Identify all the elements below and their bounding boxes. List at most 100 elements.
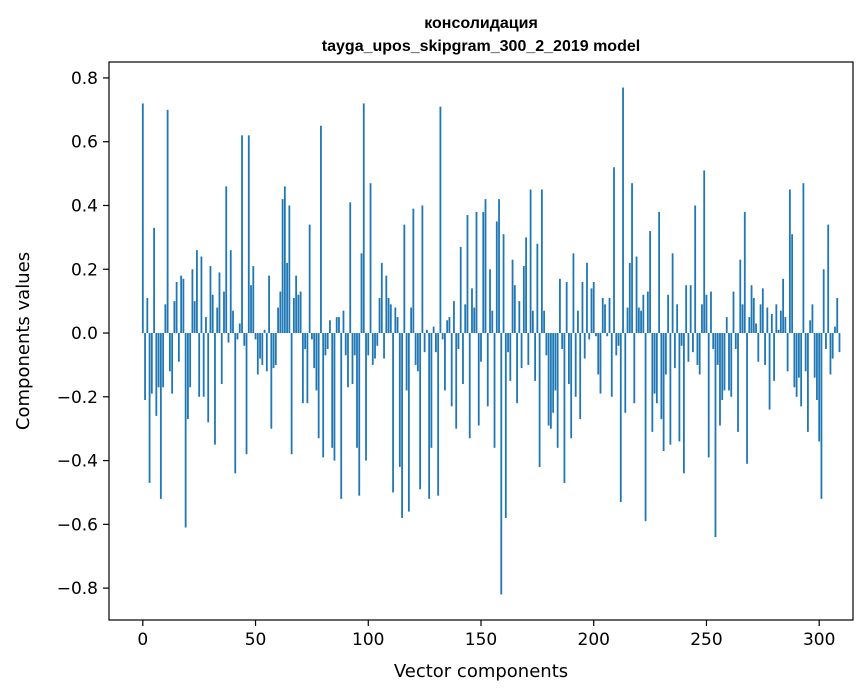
bar (829, 333, 832, 375)
bar (750, 285, 753, 334)
bar (592, 282, 595, 334)
bar (315, 333, 318, 391)
bar (540, 189, 543, 334)
bar (516, 333, 518, 404)
bar (265, 333, 268, 372)
bar (378, 297, 381, 334)
bar (333, 333, 336, 461)
bar (448, 317, 451, 334)
y-tick-label: 0.8 (71, 69, 98, 89)
x-tick-label: 300 (803, 630, 835, 650)
bar (633, 333, 636, 404)
bar (504, 333, 507, 518)
bar (351, 333, 354, 385)
bar (236, 333, 239, 340)
bar (353, 333, 356, 356)
bar (232, 310, 234, 334)
bar (376, 333, 379, 346)
bar (723, 333, 726, 391)
x-tick-label: 150 (465, 630, 497, 650)
bar (662, 333, 665, 452)
bar (471, 288, 473, 334)
bar (292, 297, 295, 334)
bar (784, 317, 787, 334)
bar (405, 333, 408, 391)
bar (150, 333, 153, 394)
bar (694, 205, 697, 334)
bar (511, 259, 514, 334)
bar (144, 333, 146, 400)
bar (362, 103, 365, 334)
bar (570, 333, 573, 439)
bar (475, 211, 478, 334)
bar (739, 259, 742, 334)
bar (768, 333, 771, 410)
bar (536, 243, 539, 334)
bar (498, 199, 500, 334)
bar (748, 317, 751, 334)
bar (788, 189, 791, 334)
bar (640, 310, 642, 334)
bar (349, 202, 352, 334)
bar (730, 333, 733, 397)
bar (423, 333, 426, 353)
bar (818, 333, 821, 442)
bar (403, 224, 406, 334)
bar (761, 288, 764, 334)
bar (238, 323, 241, 334)
bar (263, 329, 266, 334)
bar (196, 250, 198, 334)
bar (710, 291, 712, 334)
bar (256, 333, 259, 375)
bar (770, 313, 773, 334)
bar (489, 269, 491, 334)
bar (270, 333, 273, 429)
bar (509, 333, 512, 381)
bar (685, 285, 688, 334)
bar (728, 333, 730, 391)
bar (398, 333, 401, 467)
bar (622, 87, 624, 334)
bar (484, 199, 487, 334)
bar (581, 282, 584, 334)
bar (331, 333, 334, 448)
bar (680, 333, 683, 346)
bar (437, 333, 440, 496)
bar (261, 333, 264, 365)
y-tick-label: 0.6 (71, 133, 98, 153)
bar (725, 317, 728, 334)
bar (191, 269, 194, 334)
bar (836, 297, 839, 334)
x-tick-label: 250 (690, 630, 722, 650)
bar (385, 275, 388, 334)
bar (500, 333, 503, 595)
bar (141, 103, 144, 334)
bar (631, 183, 633, 334)
bar (410, 307, 413, 334)
bar (171, 333, 174, 394)
bar (775, 304, 778, 334)
bars-group (141, 87, 841, 595)
bar (338, 317, 340, 334)
bar (543, 310, 546, 334)
bar (664, 333, 667, 375)
bar (606, 333, 609, 337)
bar (214, 333, 216, 445)
bar (644, 333, 647, 522)
y-tick-label: −0.2 (57, 388, 98, 408)
bar (556, 333, 559, 448)
bar (642, 294, 645, 334)
bar (207, 333, 210, 423)
bar (791, 234, 794, 334)
bar (703, 170, 706, 334)
bar (313, 333, 316, 369)
bar (838, 333, 841, 353)
bar (809, 320, 812, 334)
bar (531, 310, 534, 334)
bar (637, 307, 640, 334)
bar (290, 333, 293, 455)
bar (822, 269, 825, 334)
bar (173, 301, 176, 334)
bar (459, 246, 462, 334)
bar (324, 333, 327, 356)
